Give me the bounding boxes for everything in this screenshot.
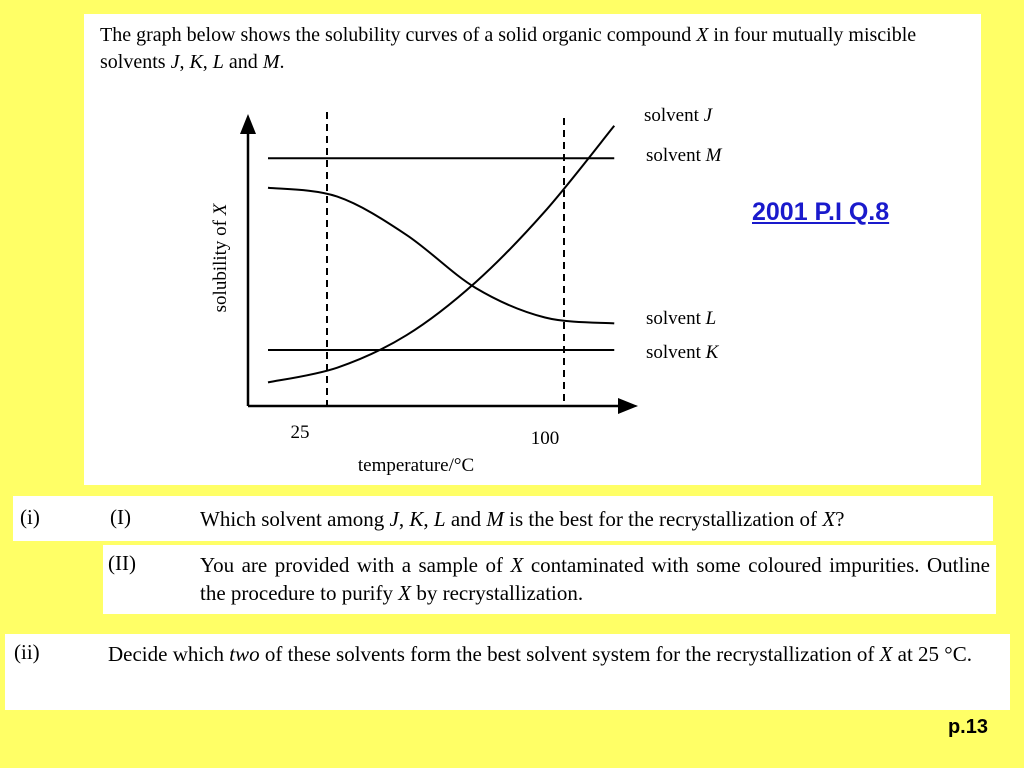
question-ii-marker: (ii) [14, 640, 40, 664]
series-line-solvent-l [267, 186, 615, 325]
question-reference-link[interactable]: 2001 P.I Q.8 [752, 198, 890, 226]
solubility-chart: solvent J solvent M solvent L solvent K … [210, 105, 723, 476]
question-ii-panel [5, 634, 1010, 710]
x-tick-label-100: 100 [531, 428, 560, 449]
series-label-solvent-m: solvent M [646, 145, 723, 166]
y-axis-label: solubility of X [210, 202, 231, 312]
x-tick-label-25: 25 [291, 422, 310, 443]
question-i-marker: (i) [20, 505, 40, 529]
question-II-marker: (II) [108, 551, 136, 575]
page-number: p.13 [947, 716, 988, 738]
question-II-panel [103, 545, 996, 614]
question-I-text: Which solvent among J, K, L and M is the… [200, 507, 845, 531]
series-label-solvent-l: solvent L [646, 308, 716, 329]
question-ii-text: Decide which two of these solvents form … [108, 642, 972, 666]
series-label-solvent-k: solvent K [646, 342, 720, 363]
question-I-marker: (I) [110, 505, 131, 529]
series-line-solvent-j [267, 125, 616, 384]
intro-text: The graph below shows the solubility cur… [100, 24, 917, 73]
question-i-I-panel [13, 496, 993, 541]
x-axis-label: temperature/°C [358, 455, 474, 476]
x-axis-arrow [618, 398, 638, 414]
y-axis-arrow [240, 114, 256, 134]
question-II-text: You are provided with a sample of X cont… [200, 553, 990, 605]
series-label-solvent-j: solvent J [644, 105, 714, 126]
